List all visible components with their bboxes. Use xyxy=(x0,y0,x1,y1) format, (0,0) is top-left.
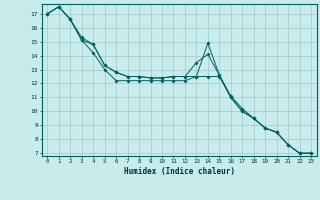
X-axis label: Humidex (Indice chaleur): Humidex (Indice chaleur) xyxy=(124,167,235,176)
